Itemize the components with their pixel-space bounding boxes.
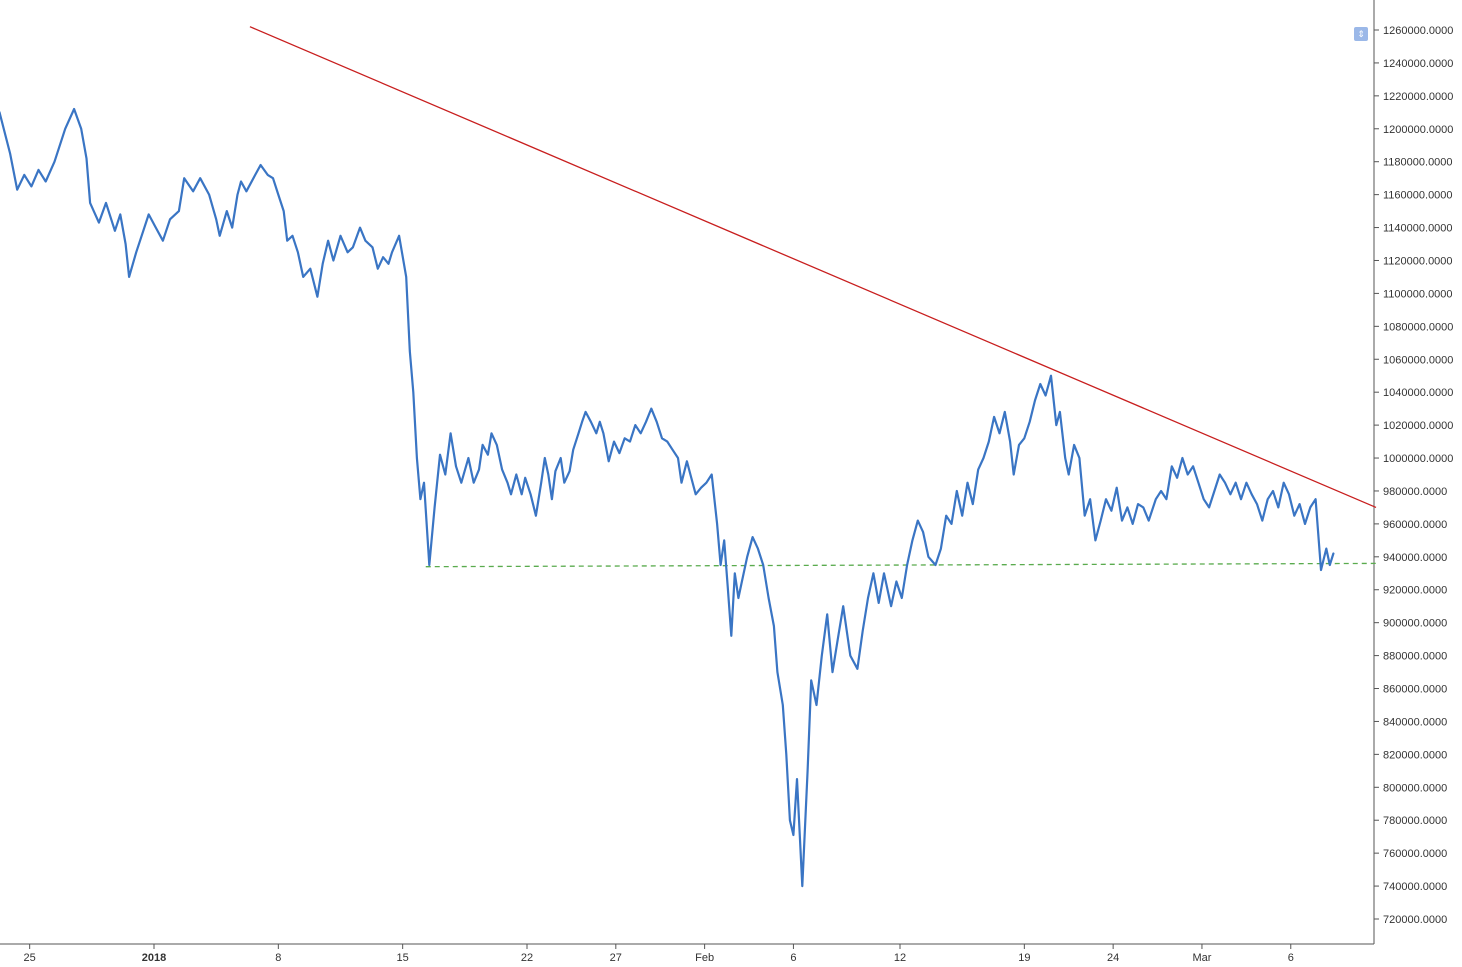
y-tick-label: 1060000.0000 (1383, 354, 1453, 366)
y-tick-label: 900000.0000 (1383, 618, 1447, 630)
y-tick-label: 880000.0000 (1383, 651, 1447, 663)
x-tick-label: Mar (1192, 952, 1211, 964)
y-tick-label: 1080000.0000 (1383, 321, 1453, 333)
x-tick-label: 25 (24, 952, 36, 964)
price-series-line[interactable] (0, 107, 1335, 888)
x-axis[interactable]: 25 2018 8 15 22 27 Feb 6 12 19 24 Mar 6 (0, 943, 1374, 964)
resistance-trendline[interactable] (249, 26, 1377, 509)
x-tick-label: 12 (894, 952, 906, 964)
y-tick-label: 780000.0000 (1383, 815, 1447, 827)
y-tick-label: 960000.0000 (1383, 519, 1447, 531)
y-tick-label: 1020000.0000 (1383, 420, 1453, 432)
trendline-layer (249, 26, 1377, 568)
x-tick-label: 8 (275, 952, 281, 964)
x-tick-label: 6 (790, 952, 796, 964)
y-tick-label: 840000.0000 (1383, 716, 1447, 728)
y-tick-label: 940000.0000 (1383, 552, 1447, 564)
y-tick-label: 800000.0000 (1383, 782, 1447, 794)
x-tick-label: 2018 (142, 952, 166, 964)
x-tick-label: 22 (521, 952, 533, 964)
y-tick-label: 1120000.0000 (1383, 255, 1453, 267)
y-axis[interactable]: 1260000.0000 1240000.0000 1220000.0000 1200… (1373, 0, 1453, 944)
y-tick-label: 920000.0000 (1383, 585, 1447, 597)
y-tick-label: 1040000.0000 (1383, 387, 1453, 399)
y-tick-label: 1220000.0000 (1383, 91, 1453, 103)
y-tick-label: 1200000.0000 (1383, 124, 1453, 136)
y-tick-label: 980000.0000 (1383, 486, 1447, 498)
x-tick-label: 6 (1288, 952, 1294, 964)
y-tick-label: 1180000.0000 (1383, 157, 1453, 169)
y-tick-label: 1140000.0000 (1383, 223, 1453, 235)
x-tick-label: 19 (1018, 952, 1030, 964)
x-tick-label: 15 (397, 952, 409, 964)
y-tick-label: 1100000.0000 (1383, 288, 1453, 300)
y-tick-label: 760000.0000 (1383, 848, 1447, 860)
y-tick-label: 1260000.0000 (1383, 25, 1453, 37)
y-tick-label: 1160000.0000 (1383, 190, 1453, 202)
support-line-dashed[interactable] (425, 562, 1377, 568)
y-tick-label: 1240000.0000 (1383, 58, 1453, 70)
y-tick-label: 740000.0000 (1383, 881, 1447, 893)
y-tick-label: 860000.0000 (1383, 684, 1447, 696)
series-layer (0, 107, 1335, 888)
y-tick-label: 820000.0000 (1383, 749, 1447, 761)
x-tick-label: Feb (695, 952, 714, 964)
x-tick-label: 24 (1107, 952, 1119, 964)
x-tick-label: 27 (610, 952, 622, 964)
scale-arrows-icon[interactable]: ⇕ (1354, 27, 1368, 41)
y-tick-label: 720000.0000 (1383, 914, 1447, 926)
y-tick-label: 1000000.0000 (1383, 453, 1453, 465)
